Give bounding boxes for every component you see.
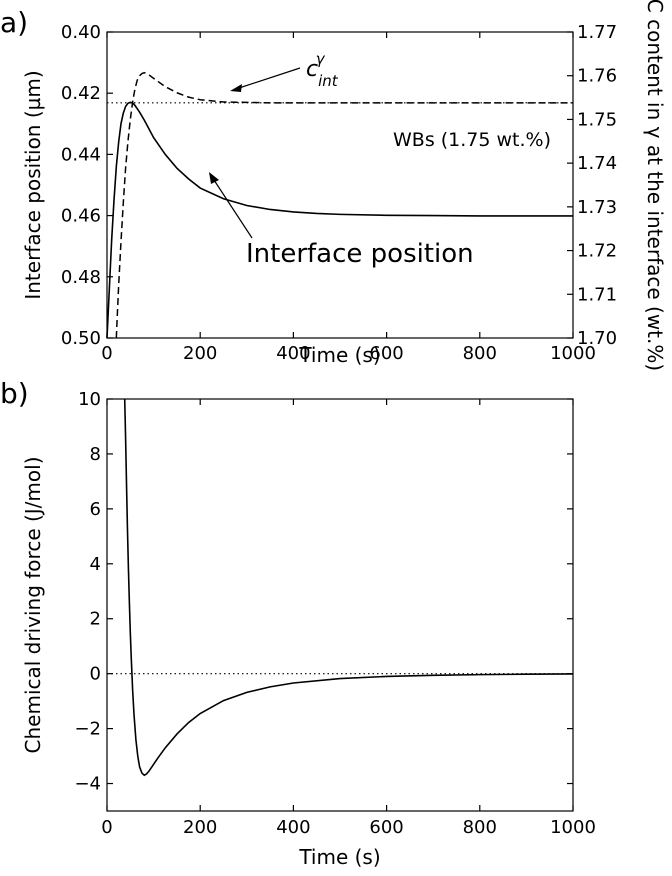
panel-a-y-tick-label-left: 0.44: [61, 144, 101, 165]
reference-line-label: WBs (1.75 wt.%): [393, 129, 551, 151]
panel-a-x-tick-label: 1000: [550, 343, 596, 364]
panel-a-y-tick-label-right: 1.71: [577, 284, 617, 305]
panel-b-x-tick-label: 400: [276, 817, 310, 838]
panel-a-y-tick-label-right: 1.77: [577, 22, 617, 43]
panel-a-y-tick-label-right: 1.75: [577, 109, 617, 130]
panel-b-label: b): [0, 377, 29, 410]
panel-b-x-axis-label: Time (s): [298, 845, 380, 869]
panel-a-x-tick-label: 0: [101, 343, 112, 364]
annotation-interface-position-arrowhead: [209, 172, 219, 184]
panel-a-y-tick-label-right: 1.76: [577, 66, 617, 87]
panel-a-y-tick-label-left: 0.50: [61, 328, 101, 349]
panel-a-y-tick-label-left: 0.48: [61, 267, 101, 288]
panel-b-frame: [106, 398, 574, 812]
panel-b-x-tick-label: 0: [101, 817, 112, 838]
panel-b-y-tick-label: 2: [90, 609, 101, 630]
panel-a-y-tick-label-left: 0.42: [61, 83, 101, 104]
panel-a-y-axis-label-right: C content in γ at the interface (wt.%): [643, 0, 667, 371]
panel-a: a) 0 200 400 600 800 1000 0.40 0.42 0.44 0.46 0.4…: [0, 0, 667, 371]
panel-a-label: a): [0, 6, 28, 39]
panel-a-y-axis-label-left: Interface position (µm): [21, 70, 45, 299]
panel-a-x-tick-label: 400: [276, 343, 310, 364]
panel-b-x-tick-label: 800: [463, 817, 497, 838]
panel-a-x-tick-label: 600: [369, 343, 403, 364]
panel-b-x-tick-label: 200: [183, 817, 217, 838]
panel-b-x-tick-label: 1000: [550, 817, 596, 838]
panel-a-y-tick-label-left: 0.40: [61, 22, 101, 43]
annotation-interface-position: Interface position: [209, 172, 474, 269]
panel-a-frame: [106, 31, 574, 339]
series-line-interface-position: [106, 101, 573, 339]
annotation-interface-position-arrow: [213, 179, 253, 239]
panel-b-x-tick-label: 600: [369, 817, 403, 838]
panel-b-y-tick-label: 0: [90, 664, 101, 685]
annotation-cint-arrow: [235, 67, 301, 90]
panel-b-y-axis-label: Chemical driving force (J/mol): [21, 457, 45, 754]
series-line-driving-force: [123, 398, 574, 777]
series-line-cint: [115, 71, 573, 339]
panel-a-y-tick-label-left: 0.46: [61, 206, 101, 227]
panel-a-y-tick-label-right: 1.74: [577, 153, 617, 174]
panel-a-x-axis-label: Time (s): [298, 343, 380, 367]
panel-b-y-tick-label: −4: [74, 774, 101, 795]
panel-a-x-tick-label: 200: [183, 343, 217, 364]
panel-a-y-tick-label-right: 1.72: [577, 241, 617, 262]
annotation-interface-position-label: Interface position: [246, 239, 474, 269]
panel-a-y-tick-label-right: 1.70: [577, 328, 617, 349]
panel-b-y-tick-label: 6: [90, 499, 101, 520]
panel-b-y-tick-label: 8: [90, 444, 101, 465]
panel-b-y-tick-label: 4: [90, 554, 101, 575]
panel-b: b) 0 200 400 600 800 1000 −4 −2 0 2 4 6 8 10 Time (s…: [0, 377, 596, 869]
annotation-cint: cintγ: [230, 50, 339, 92]
panel-b-y-tick-label: 10: [78, 389, 101, 410]
panel-a-x-tick-label: 800: [463, 343, 497, 364]
annotation-cint-arrowhead: [230, 84, 242, 92]
panel-b-y-tick-label: −2: [74, 719, 101, 740]
panel-a-y-tick-label-right: 1.73: [577, 197, 617, 218]
annotation-cint-symbol: cintγ: [306, 50, 339, 90]
